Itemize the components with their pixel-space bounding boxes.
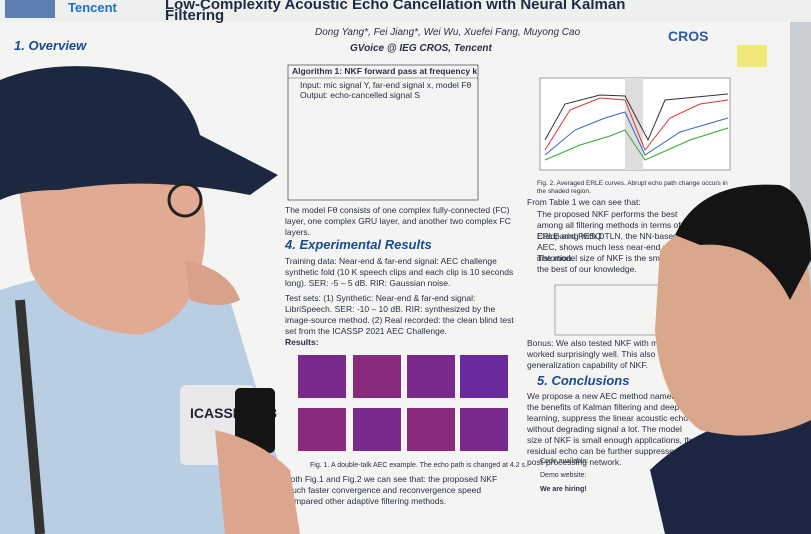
bullet: The proposed NKF performs the best among…: [537, 209, 681, 241]
section-heading: 5. Conclusions: [537, 373, 630, 388]
section-heading: 4. Experimental Results: [285, 237, 432, 252]
training-text: Training data: Near-end & far-end signal…: [285, 256, 514, 288]
link: Demo website:: [540, 472, 587, 479]
poster-title: Low-Complexity Acoustic Echo Cancellatio…: [165, 0, 626, 24]
authors: Dong Yang*, Fei Jiang*, Wei Wu, Xuefei F…: [315, 27, 581, 38]
logo: Tencent: [68, 0, 117, 15]
table-intro: From Table 1 we can see that:: [527, 197, 641, 207]
test-sets-text: Test sets: (1) Synthetic: Near-end & far…: [285, 293, 514, 336]
conclusions-text: We propose a new AEC method named NKF, t…: [527, 391, 697, 467]
section-heading: 1. Overview: [14, 38, 87, 53]
brand: CROS: [668, 28, 709, 44]
algorithm-title: Algorithm 1: NKF forward pass at frequen…: [292, 66, 478, 76]
link: Code available:: [540, 458, 589, 465]
erle-chart: [539, 77, 731, 171]
algorithm-input: Input: mic signal Y, far-end signal x, m…: [300, 80, 472, 90]
figure-caption: Fig. 2. Averaged ERLE curves. Abrupt ech…: [537, 180, 728, 195]
bullet: Comparing with DTLN, the NN-based AEC, s…: [537, 231, 691, 263]
algorithm-output: Output: echo-cancelled signal S: [300, 90, 421, 100]
figure-caption: Fig. 1. A double-talk AEC example. The e…: [310, 462, 528, 469]
bonus-text: Bonus: We also tested NKF with more work…: [527, 338, 671, 370]
body-text: Both Fig.1 and Fig.2 we can see that: th…: [285, 474, 498, 506]
model-text: The model Fθ consists of one complex ful…: [285, 205, 511, 237]
link: We are hiring!: [540, 486, 587, 493]
bullet: The model size of NKF is the smallest to…: [537, 253, 690, 274]
results-label: Results:: [285, 337, 319, 347]
affiliation: GVoice @ IEG CROS, Tencent: [350, 43, 492, 54]
spectrograms: [298, 355, 508, 451]
